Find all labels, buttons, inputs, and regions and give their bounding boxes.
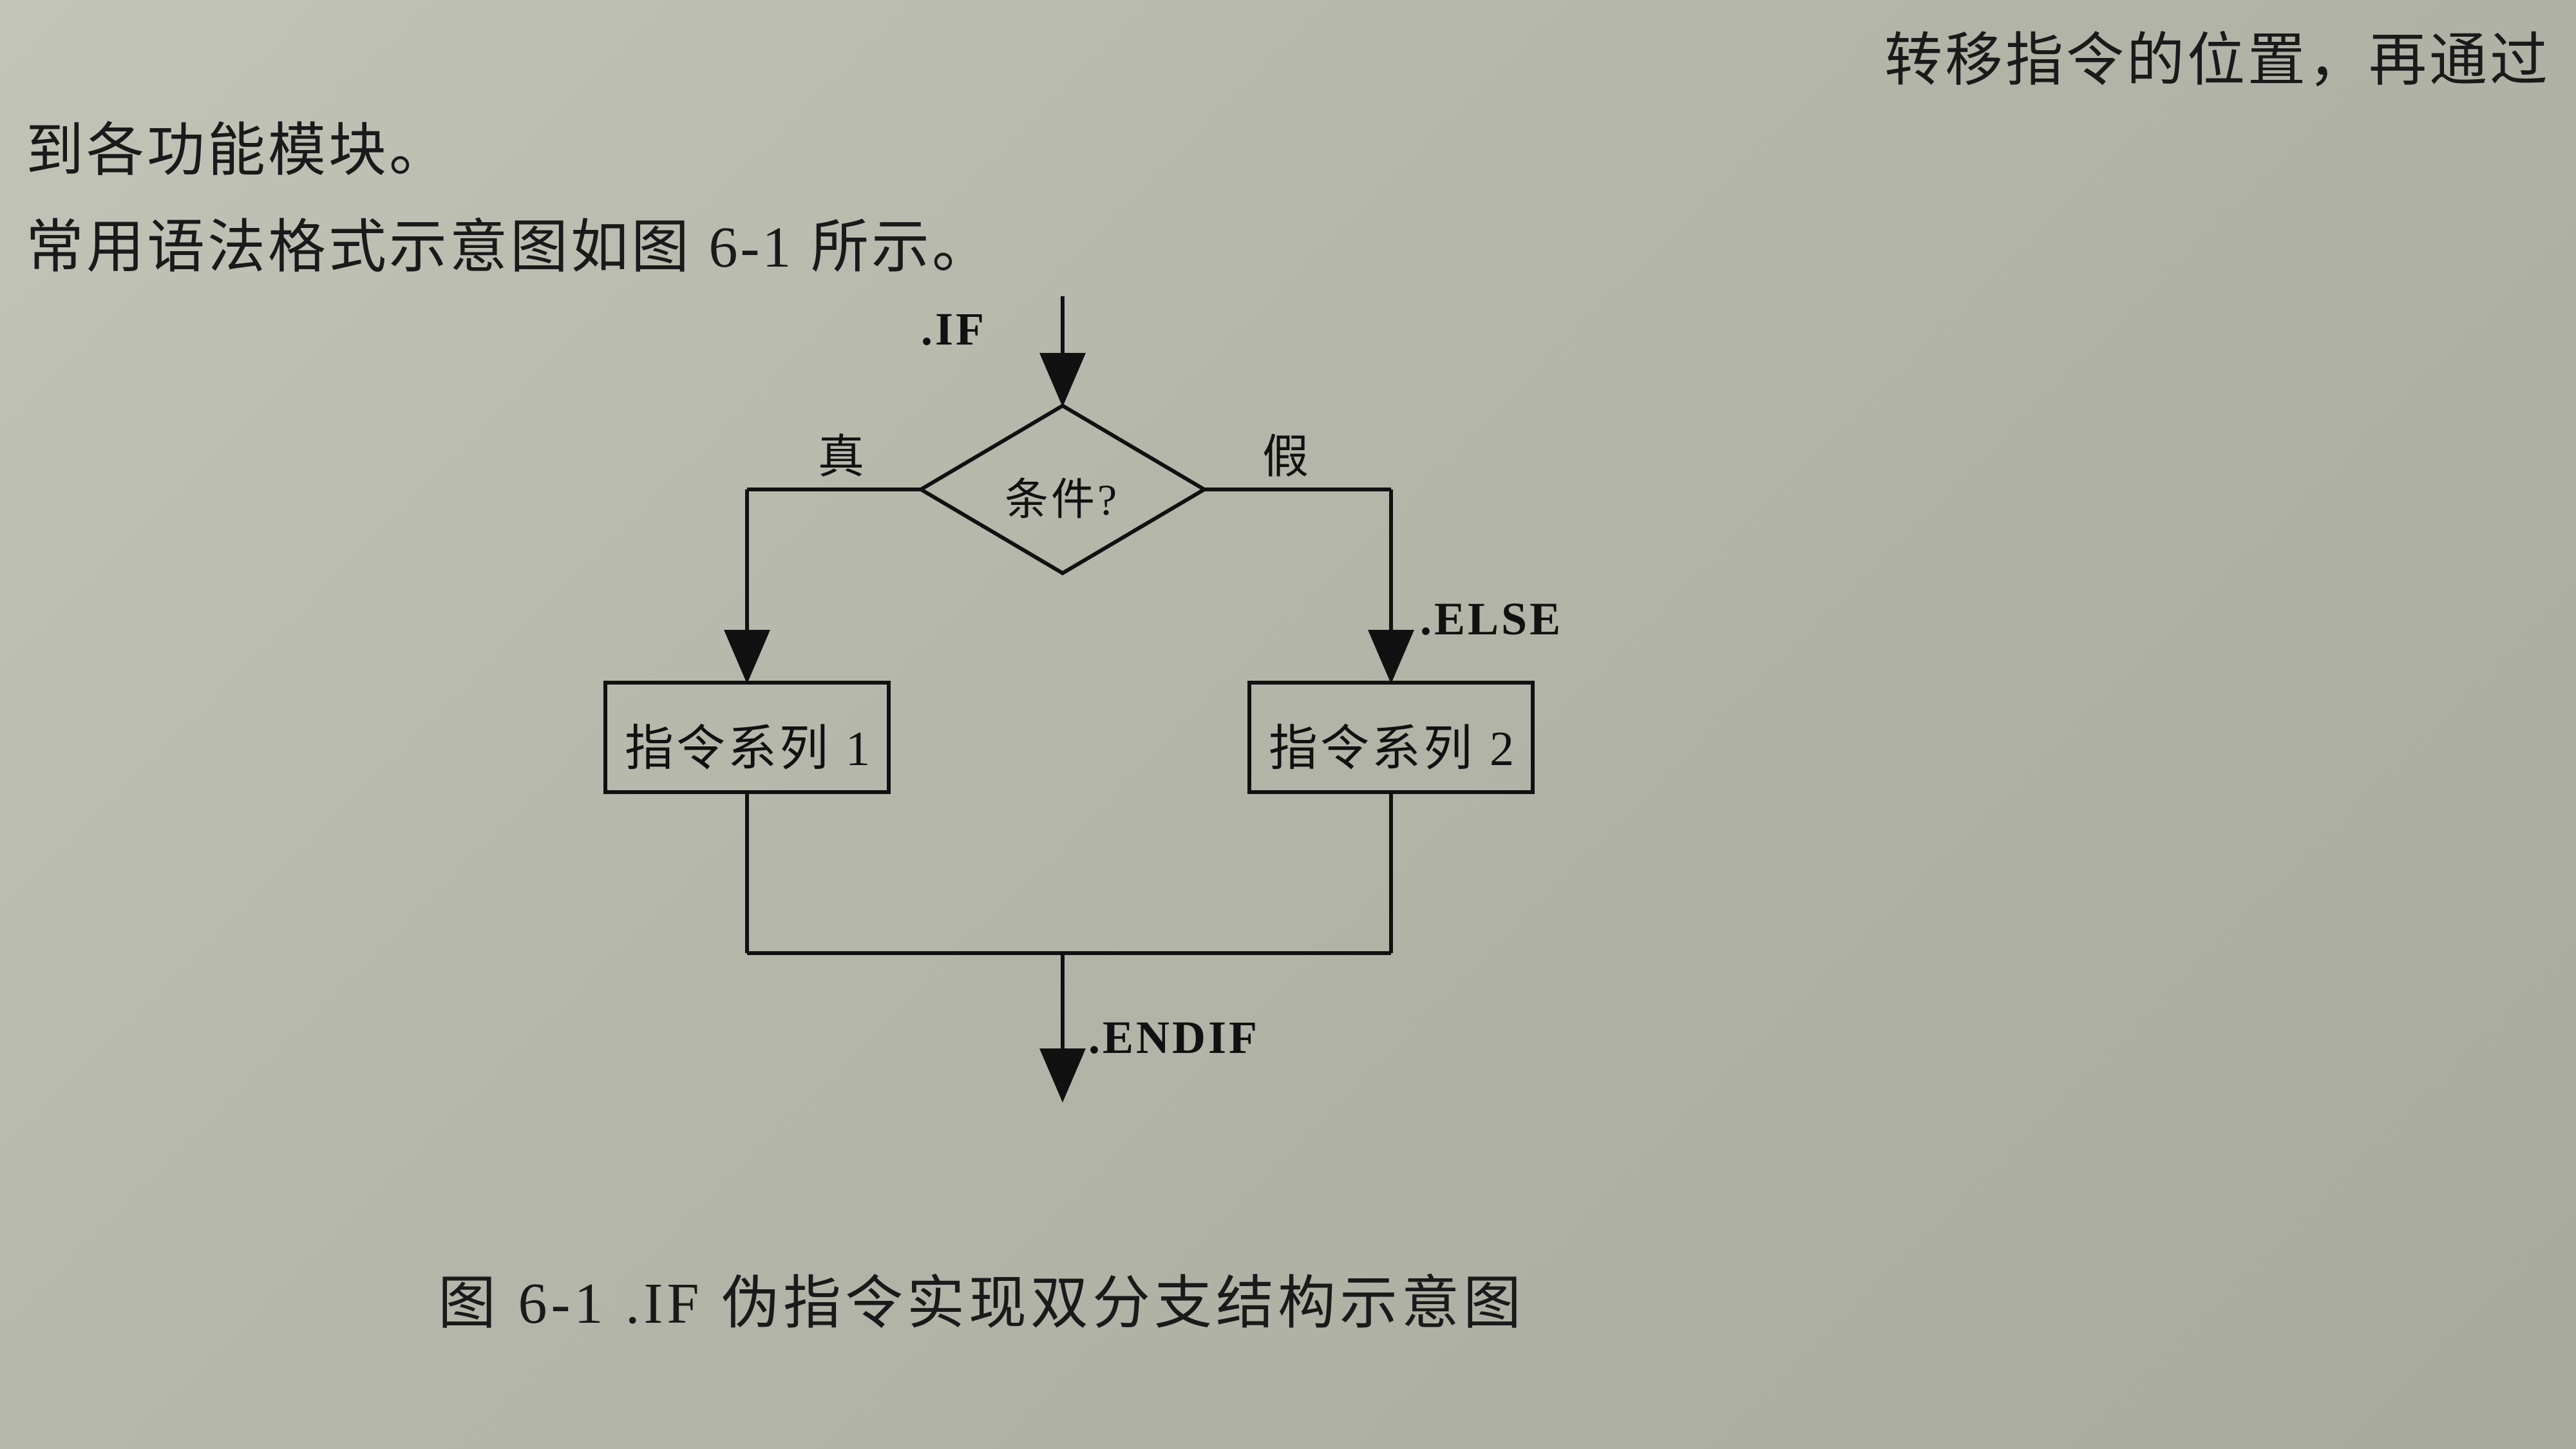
branch-box-2-label: 指令系列 2 — [1269, 708, 1517, 779]
branch-box-1-label: 指令系列 1 — [625, 708, 873, 779]
if-keyword-label: .IF — [921, 303, 987, 356]
endif-keyword-label: .ENDIF — [1088, 1011, 1260, 1065]
page-root: 转移指令的位置，再通过 到各功能模块。 常用语法格式示意图如图 6-1 所示。 — [0, 0, 2576, 1449]
true-label: 真 — [818, 419, 867, 486]
figure-caption: 图 6-1 .IF 伪指令实现双分支结构示意图 — [438, 1256, 1525, 1340]
else-keyword-label: .ELSE — [1420, 592, 1563, 646]
false-label: 假 — [1262, 419, 1311, 486]
condition-text: 条件? — [1005, 464, 1119, 527]
